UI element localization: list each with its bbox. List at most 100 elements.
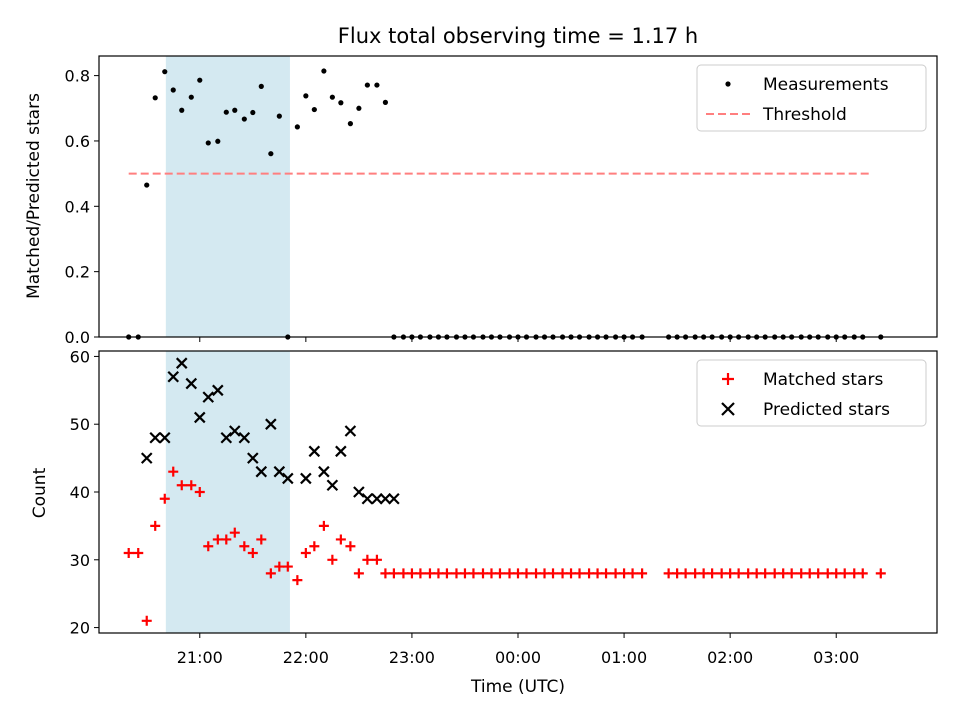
matched-star-point [494,568,505,579]
predicted-star-point [167,370,180,383]
measurement-point [188,94,194,100]
matched-star-point [796,568,807,579]
matched-star-point [849,568,860,579]
matched-star-point [335,534,346,545]
matched-star-point [725,568,736,579]
matched-star-point [247,548,258,559]
x-tick-label: 01:00 [601,648,647,667]
matched-star-point [265,568,276,579]
matched-star-point [707,568,718,579]
matched-star-point [831,568,842,579]
legend-label: Threshold [762,105,847,125]
matched-star-point [424,568,435,579]
legend-label: Matched stars [763,370,883,390]
predicted-star-point [379,493,392,505]
measurement-point [170,87,176,93]
matched-star-point [292,575,303,586]
y-tick-label: 50 [70,415,90,434]
matched-star-point [256,534,267,545]
predicted-star-point [228,425,241,437]
matched-star-point [875,568,886,579]
measurement-point [215,138,221,144]
measurement-point [382,99,389,105]
legend-x-marker [721,402,735,416]
measurement-point [374,82,380,88]
ratio-plot-area: 0.0 0.2 0.4 0.6 0.8 [65,55,938,347]
matched-star-point [133,548,144,559]
matched-star-point [857,568,868,579]
y-tick-label: 0.0 [65,328,90,347]
predicted-star-point [202,391,215,403]
predicted-star-point [185,377,198,390]
matched-star-point [690,568,701,579]
measurement-point [241,116,247,122]
legend-label: Predicted stars [763,400,890,420]
matched-star-point [388,568,399,579]
x-tick-label: 03:00 [813,648,859,667]
matched-star-point [176,480,187,491]
ratio-panel: Flux total observing time = 1.17 h 0.00.… [24,24,938,347]
matched-star-point [221,534,232,545]
measurement-point [356,105,362,111]
legend-dot-marker [725,81,731,87]
measurement-point [232,107,238,113]
measurement-point [268,151,274,157]
axes-frame [98,55,938,338]
matched-star-point [769,568,780,579]
matched-star-point [433,568,444,579]
matched-star-point [716,568,727,579]
matched-star-point [300,548,311,559]
matched-star-point [318,520,329,531]
axes-frame [98,350,938,634]
matched-star-point [760,568,771,579]
matched-star-point [353,568,364,579]
measurement-point [294,124,300,130]
predicted-star-point [255,465,268,478]
predicted-star-point [247,452,259,464]
predicted-star-point [318,465,330,478]
matched-star-point [345,541,356,552]
matched-star-point [610,568,621,579]
matched-star-point [327,554,338,565]
matched-star-point [584,568,595,579]
matched-star-point [203,541,214,552]
predicted-star-point [361,493,374,505]
matched-star-point [282,561,293,572]
matched-star-point [406,568,417,579]
legend-label: Measurements [763,75,889,95]
y-tick-label: 40 [70,483,90,502]
matched-star-point [150,520,161,531]
x-tick-label: 00:00 [495,648,541,667]
predicted-star-point [388,493,400,505]
legend-box [696,359,927,427]
predicted-star-point [326,479,339,491]
predicted-star-point [220,431,233,444]
matched-star-point [309,541,320,552]
measurement-point [338,100,344,106]
matched-star-point [274,561,285,572]
predicted-star-point [212,384,224,397]
measurement-point [250,109,256,116]
matched-star-point [486,568,497,579]
matched-star-point [159,493,170,504]
matched-star-point [672,568,683,579]
matched-star-point [822,568,833,579]
count-legend: Matched stars Predicted stars [696,359,927,427]
x-tick-label: 23:00 [389,648,435,667]
count-plot-area: 20 30 40 50 60 21:00 22:00 23:00 00:00 01:00 02:00… [70,347,938,667]
matched-star-point [804,568,815,579]
measurement-point [162,69,168,75]
measurement-point [152,95,158,101]
matched-star-point [557,568,568,579]
measurement-point [179,107,185,113]
legend-box [696,64,927,132]
predicted-star-point [282,472,294,485]
matched-star-point [663,568,674,579]
matched-star-point [539,568,550,579]
matched-star-point [168,466,179,477]
y-tick-label: 0.2 [65,263,90,282]
predicted-star-point [344,425,357,437]
matched-star-point [239,541,250,552]
y-tick-label: 0.8 [65,67,90,86]
x-tick-label: 02:00 [707,648,753,667]
